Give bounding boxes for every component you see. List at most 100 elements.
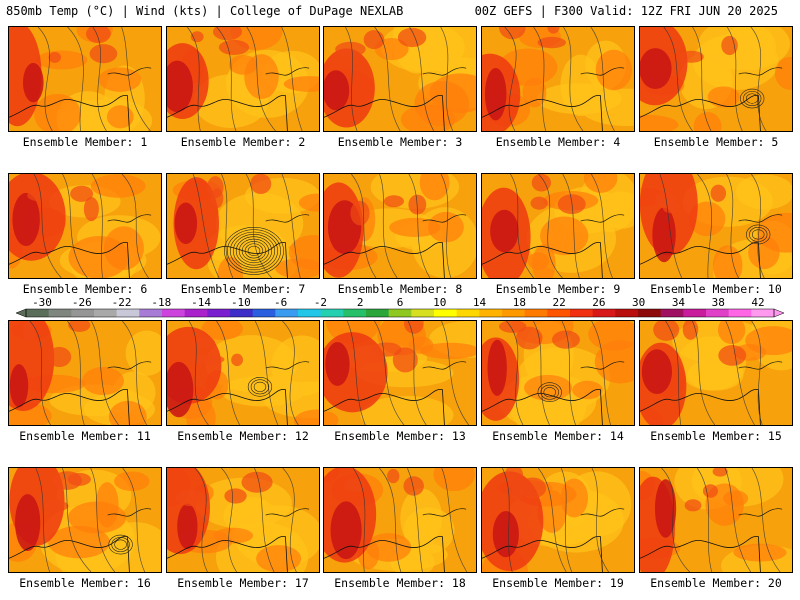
- ensemble-map-6: [8, 173, 162, 279]
- panel-caption: Ensemble Member: 4: [495, 135, 621, 149]
- panel-caption: Ensemble Member: 13: [334, 429, 466, 443]
- colorbar-tick-label: 10: [433, 296, 447, 309]
- colorbar-tick-label: 2: [356, 296, 364, 309]
- colorbar-segment: [275, 309, 299, 317]
- temperature-colorbar: [15, 308, 785, 318]
- colorbar-segment: [547, 309, 571, 317]
- ensemble-map-19: [481, 467, 635, 573]
- ensemble-map-18: [323, 467, 477, 573]
- panel-caption: Ensemble Member: 8: [337, 282, 463, 296]
- panel-caption: Ensemble Member: 12: [177, 429, 309, 443]
- panel-caption: Ensemble Member: 1: [22, 135, 148, 149]
- colorbar-segment: [502, 309, 526, 317]
- colorbar-segment: [252, 309, 276, 317]
- ensemble-map-16: [8, 467, 162, 573]
- panel-caption: Ensemble Member: 2: [180, 135, 306, 149]
- temperature-field-map: [640, 174, 792, 278]
- temperature-field-map: [324, 468, 476, 572]
- colorbar-tick-label: -30: [32, 296, 52, 309]
- temperature-field-map: [324, 27, 476, 131]
- colorbar-segment: [570, 309, 594, 317]
- colorbar-tick-label: 38: [711, 296, 725, 309]
- colorbar-tick-label: 6: [396, 296, 404, 309]
- ensemble-map-12: [166, 320, 320, 426]
- colorbar-segment: [683, 309, 707, 317]
- panel-caption: Ensemble Member: 5: [653, 135, 779, 149]
- colorbar-segment: [434, 309, 458, 317]
- colorbar-tick-label: 42: [751, 296, 765, 309]
- temperature-field-map: [9, 468, 161, 572]
- ensemble-map-15: [639, 320, 793, 426]
- colorbar-tick-label: -6: [274, 296, 288, 309]
- colorbar-tick-label: -18: [151, 296, 172, 309]
- ensemble-map-11: [8, 320, 162, 426]
- colorbar-segment: [343, 309, 367, 317]
- ensemble-map-13: [323, 320, 477, 426]
- temperature-field-map: [482, 27, 634, 131]
- panel-caption: Ensemble Member: 11: [19, 429, 151, 443]
- panel-caption: Ensemble Member: 20: [650, 576, 782, 590]
- panel-caption: Ensemble Member: 17: [177, 576, 309, 590]
- colorbar-segment: [139, 309, 163, 317]
- colorbar-segment: [751, 309, 775, 317]
- temperature-field-map: [640, 27, 792, 131]
- panel-caption: Ensemble Member: 3: [337, 135, 463, 149]
- colorbar-segment: [162, 309, 186, 317]
- ensemble-map-10: [639, 173, 793, 279]
- colorbar-segment: [524, 309, 548, 317]
- panel-caption: Ensemble Member: 15: [650, 429, 782, 443]
- panel-caption: Ensemble Member: 18: [334, 576, 466, 590]
- ensemble-map-17: [166, 467, 320, 573]
- temperature-field-map: [9, 27, 161, 131]
- colorbar-segment: [706, 309, 730, 317]
- panel-caption: Ensemble Member: 7: [180, 282, 306, 296]
- ensemble-map-5: [639, 26, 793, 132]
- temperature-field-map: [167, 174, 319, 278]
- temperature-field-map: [9, 174, 161, 278]
- panel-caption: Ensemble Member: 10: [650, 282, 782, 296]
- colorbar-tick-label: -14: [191, 296, 212, 309]
- model-run-info: 00Z GEFS | F300 Valid: 12Z FRI JUN 20 20…: [474, 4, 778, 18]
- colorbar-tick-label: 26: [592, 296, 606, 309]
- temperature-field-map: [482, 468, 634, 572]
- colorbar-right-arrow: [773, 308, 785, 318]
- panel-caption: Ensemble Member: 16: [19, 576, 151, 590]
- colorbar-left-arrow: [15, 308, 27, 318]
- temperature-field-map: [640, 468, 792, 572]
- colorbar-segment: [48, 309, 72, 317]
- temperature-field-map: [167, 468, 319, 572]
- colorbar-segment: [94, 309, 118, 317]
- ensemble-map-9: [481, 173, 635, 279]
- temperature-field-map: [482, 321, 634, 425]
- colorbar-segment: [728, 309, 752, 317]
- colorbar-tick-label: 18: [512, 296, 526, 309]
- temperature-field-map: [640, 321, 792, 425]
- temperature-field-map: [167, 27, 319, 131]
- colorbar-segment: [230, 309, 254, 317]
- colorbar-segment: [320, 309, 344, 317]
- colorbar-segment: [207, 309, 231, 317]
- colorbar-tick-label: 34: [671, 296, 686, 309]
- colorbar-tick-label: -2: [313, 296, 328, 309]
- colorbar-segment: [411, 309, 435, 317]
- colorbar-segment: [615, 309, 639, 317]
- colorbar-tick-label: -26: [71, 296, 92, 309]
- panel-caption: Ensemble Member: 19: [492, 576, 624, 590]
- colorbar-tick-label: -22: [111, 296, 132, 309]
- ensemble-map-4: [481, 26, 635, 132]
- ensemble-map-14: [481, 320, 635, 426]
- temperature-field-map: [482, 174, 634, 278]
- colorbar-segment: [366, 309, 390, 317]
- colorbar-segment: [660, 309, 684, 317]
- temperature-field-map: [167, 321, 319, 425]
- colorbar-segment: [456, 309, 480, 317]
- ensemble-map-3: [323, 26, 477, 132]
- colorbar-segment: [26, 309, 50, 317]
- colorbar-segment: [184, 309, 208, 317]
- ensemble-map-7: [166, 173, 320, 279]
- colorbar-segment: [479, 309, 503, 317]
- colorbar-segment: [638, 309, 662, 317]
- colorbar-segment: [592, 309, 616, 317]
- chart-title: 850mb Temp (°C) | Wind (kts) | College o…: [6, 4, 404, 18]
- colorbar-tick-label: 14: [472, 296, 487, 309]
